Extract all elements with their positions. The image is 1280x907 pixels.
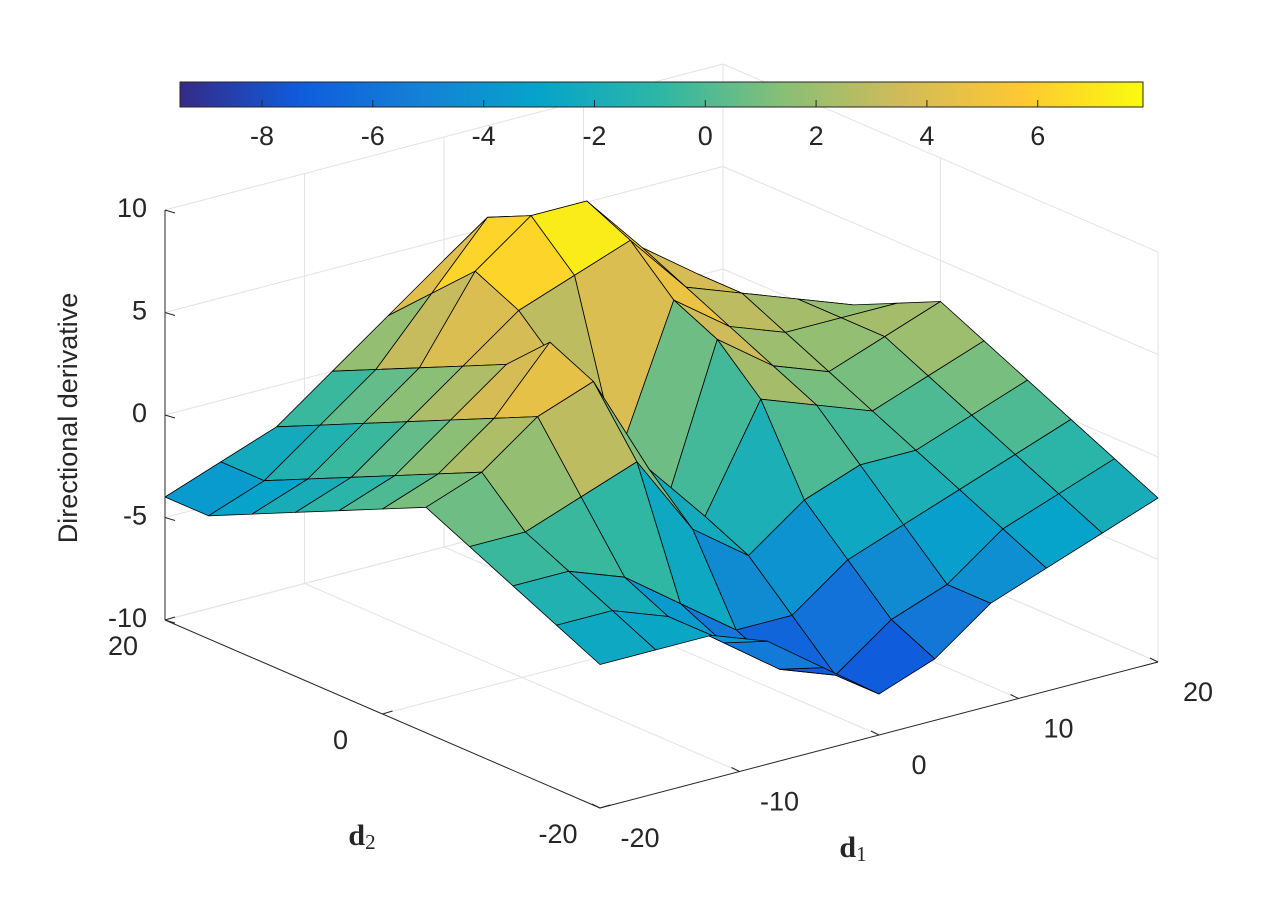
z-tick-label: 5 [132,296,147,326]
z-tick-label: -10 [108,603,147,633]
y-tick-label: 0 [333,725,348,755]
z-axis-label: Directional derivative [53,293,83,544]
tick-mark [164,414,176,419]
grid-line [164,166,724,313]
surface [164,200,1159,695]
tick-mark [382,710,393,715]
x-tick-label: -20 [620,823,659,853]
z-tick-label: -5 [123,501,147,531]
colorbar-tick-label: -2 [582,121,606,151]
colorbar-tick-label: 0 [698,121,713,151]
y-axis-label: d2 [348,819,375,854]
colorbar [179,81,1144,108]
colorbar-tick-label: -6 [361,121,385,151]
tick-mark [870,730,880,736]
x-tick-label: -10 [760,787,799,817]
tick-mark [164,312,176,316]
colorbar-tick-label: -8 [250,121,274,151]
label-base: d [839,831,856,864]
tick-mark [599,804,611,809]
x-tick-label: 10 [1043,714,1073,744]
grid-line [722,166,1159,355]
label-sub: 1 [856,842,867,866]
colorbar-ticks: -8 -6 -4 -2 0 2 4 6 [250,100,1045,151]
tick-mark [164,517,176,521]
colorbar-tick-label: -4 [472,121,496,151]
colorbar-tick-label: 6 [1030,121,1045,151]
surface-patch [556,610,657,665]
z-tick-label: 10 [117,193,147,223]
x-axis-label: d1 [839,831,866,866]
tick-mark [731,767,740,772]
tick-mark [164,209,176,214]
label-sub: 2 [365,830,376,854]
y-tick-label: -20 [538,819,577,849]
y-tick-label: 20 [108,631,138,661]
x-tick-label: 20 [1183,677,1213,707]
tick-mark [591,803,601,809]
tick-mark [1010,694,1019,699]
label-base: d [348,819,365,852]
x-tick-label: 0 [911,750,926,780]
colorbar-tick-label: 4 [919,121,934,151]
tick-mark [164,616,176,621]
colorbar-tick-label: 2 [809,121,824,151]
tick-mark [1149,657,1159,663]
tick-mark [164,619,176,624]
axes: -10 -5 0 5 10 -20 -10 0 10 20 -20 0 20 [108,193,1213,853]
z-tick-label: 0 [132,398,147,428]
